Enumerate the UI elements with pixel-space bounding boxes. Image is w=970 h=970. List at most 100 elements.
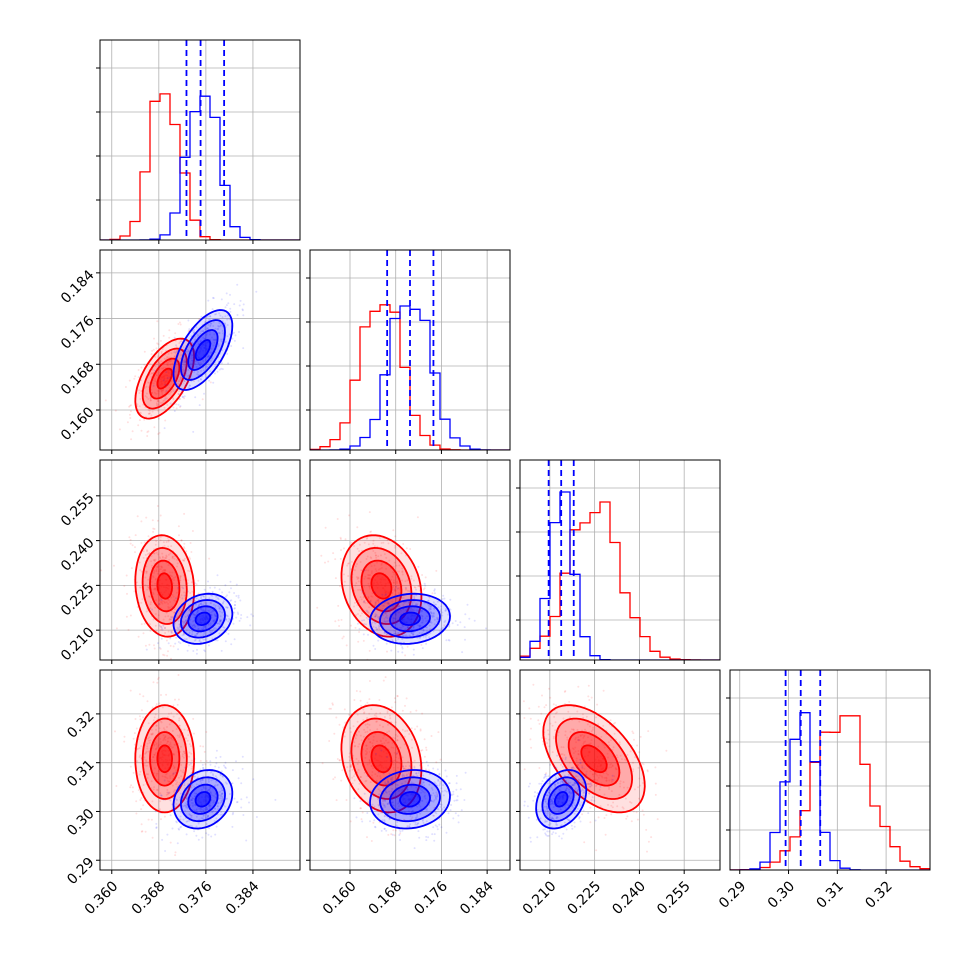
sample-point (369, 820, 371, 823)
sample-point (143, 363, 146, 366)
sample-point (180, 610, 183, 613)
sample-point (152, 527, 155, 530)
sample-point (178, 577, 181, 580)
sample-point (160, 367, 163, 370)
sample-point (596, 703, 599, 706)
histogram-panel-2 (516, 459, 721, 664)
sample-point (430, 794, 433, 797)
density-fill (173, 593, 233, 644)
sample-point (363, 577, 366, 580)
sample-point (171, 729, 174, 732)
sample-point (146, 553, 149, 556)
sample-point (408, 627, 411, 630)
sample-point (363, 600, 366, 603)
sample-point (374, 757, 377, 760)
sample-point (181, 634, 184, 637)
sample-point (390, 833, 393, 836)
sample-point (173, 753, 176, 756)
sample-point (567, 710, 570, 713)
sample-point (184, 370, 187, 373)
sample-point (425, 642, 428, 645)
sample-point (372, 550, 375, 552)
sample-point (609, 739, 612, 742)
sample-point (192, 598, 195, 601)
sample-point (212, 338, 215, 341)
sample-point (622, 781, 625, 784)
sample-point (193, 349, 196, 352)
sample-point (207, 355, 210, 358)
sample-point (159, 514, 162, 517)
sample-point (358, 550, 361, 553)
sample-point (190, 762, 192, 765)
sample-point (437, 808, 440, 811)
sample-point (207, 796, 210, 799)
sample-point (212, 619, 215, 622)
sample-point (189, 745, 192, 748)
sample-point (200, 330, 203, 333)
sample-point (180, 764, 182, 766)
sample-point (549, 722, 552, 725)
sample-point (146, 585, 149, 588)
sample-point (394, 544, 397, 547)
sample-point (633, 788, 636, 791)
sample-point (214, 775, 217, 778)
sample-point (455, 774, 458, 777)
sample-point (140, 601, 143, 604)
sample-point (385, 567, 388, 570)
sample-point (169, 841, 172, 844)
sample-point (162, 379, 165, 382)
sample-point (181, 771, 184, 773)
sample-point (199, 779, 202, 782)
sample-point (396, 587, 399, 590)
sample-point (356, 547, 359, 550)
sample-point (424, 617, 427, 620)
sample-point (439, 806, 442, 808)
sample-point (167, 791, 170, 794)
sample-point (206, 365, 209, 368)
sample-point (572, 752, 575, 755)
sample-point (166, 404, 169, 406)
sample-point (359, 596, 362, 599)
sample-point (345, 644, 348, 647)
sample-point (184, 360, 187, 363)
sample-point (386, 812, 389, 815)
sample-point (395, 585, 398, 588)
sample-point (554, 729, 557, 732)
sample-point (151, 575, 154, 578)
sample-point (343, 580, 346, 583)
sample-point (161, 627, 163, 630)
sample-point (427, 633, 430, 636)
sample-point (156, 788, 159, 791)
sample-point (420, 791, 423, 794)
sample-point (585, 715, 588, 718)
sample-point (228, 618, 231, 621)
sample-point (572, 728, 575, 731)
sample-point (170, 631, 173, 634)
sample-point (226, 615, 229, 618)
sample-point (171, 738, 174, 741)
sample-point (135, 581, 138, 584)
sample-point (226, 335, 229, 338)
sample-point (334, 776, 336, 779)
sample-point (198, 615, 201, 618)
sample-point (419, 636, 422, 639)
sample-point (197, 355, 200, 358)
sample-point (195, 365, 198, 368)
sample-point (303, 505, 305, 507)
sample-point (178, 321, 181, 324)
sample-point (173, 351, 176, 354)
sample-point (170, 545, 173, 548)
sample-point (202, 336, 205, 339)
sample-point (204, 347, 207, 350)
sample-point (249, 624, 252, 627)
sample-point (203, 649, 206, 652)
sample-point (146, 745, 149, 748)
sample-point (364, 753, 367, 756)
sample-point (167, 371, 170, 374)
sample-point (383, 772, 385, 775)
sample-point (196, 610, 199, 613)
sample-point (158, 586, 161, 589)
sample-point (168, 329, 171, 332)
sample-point (131, 786, 134, 789)
